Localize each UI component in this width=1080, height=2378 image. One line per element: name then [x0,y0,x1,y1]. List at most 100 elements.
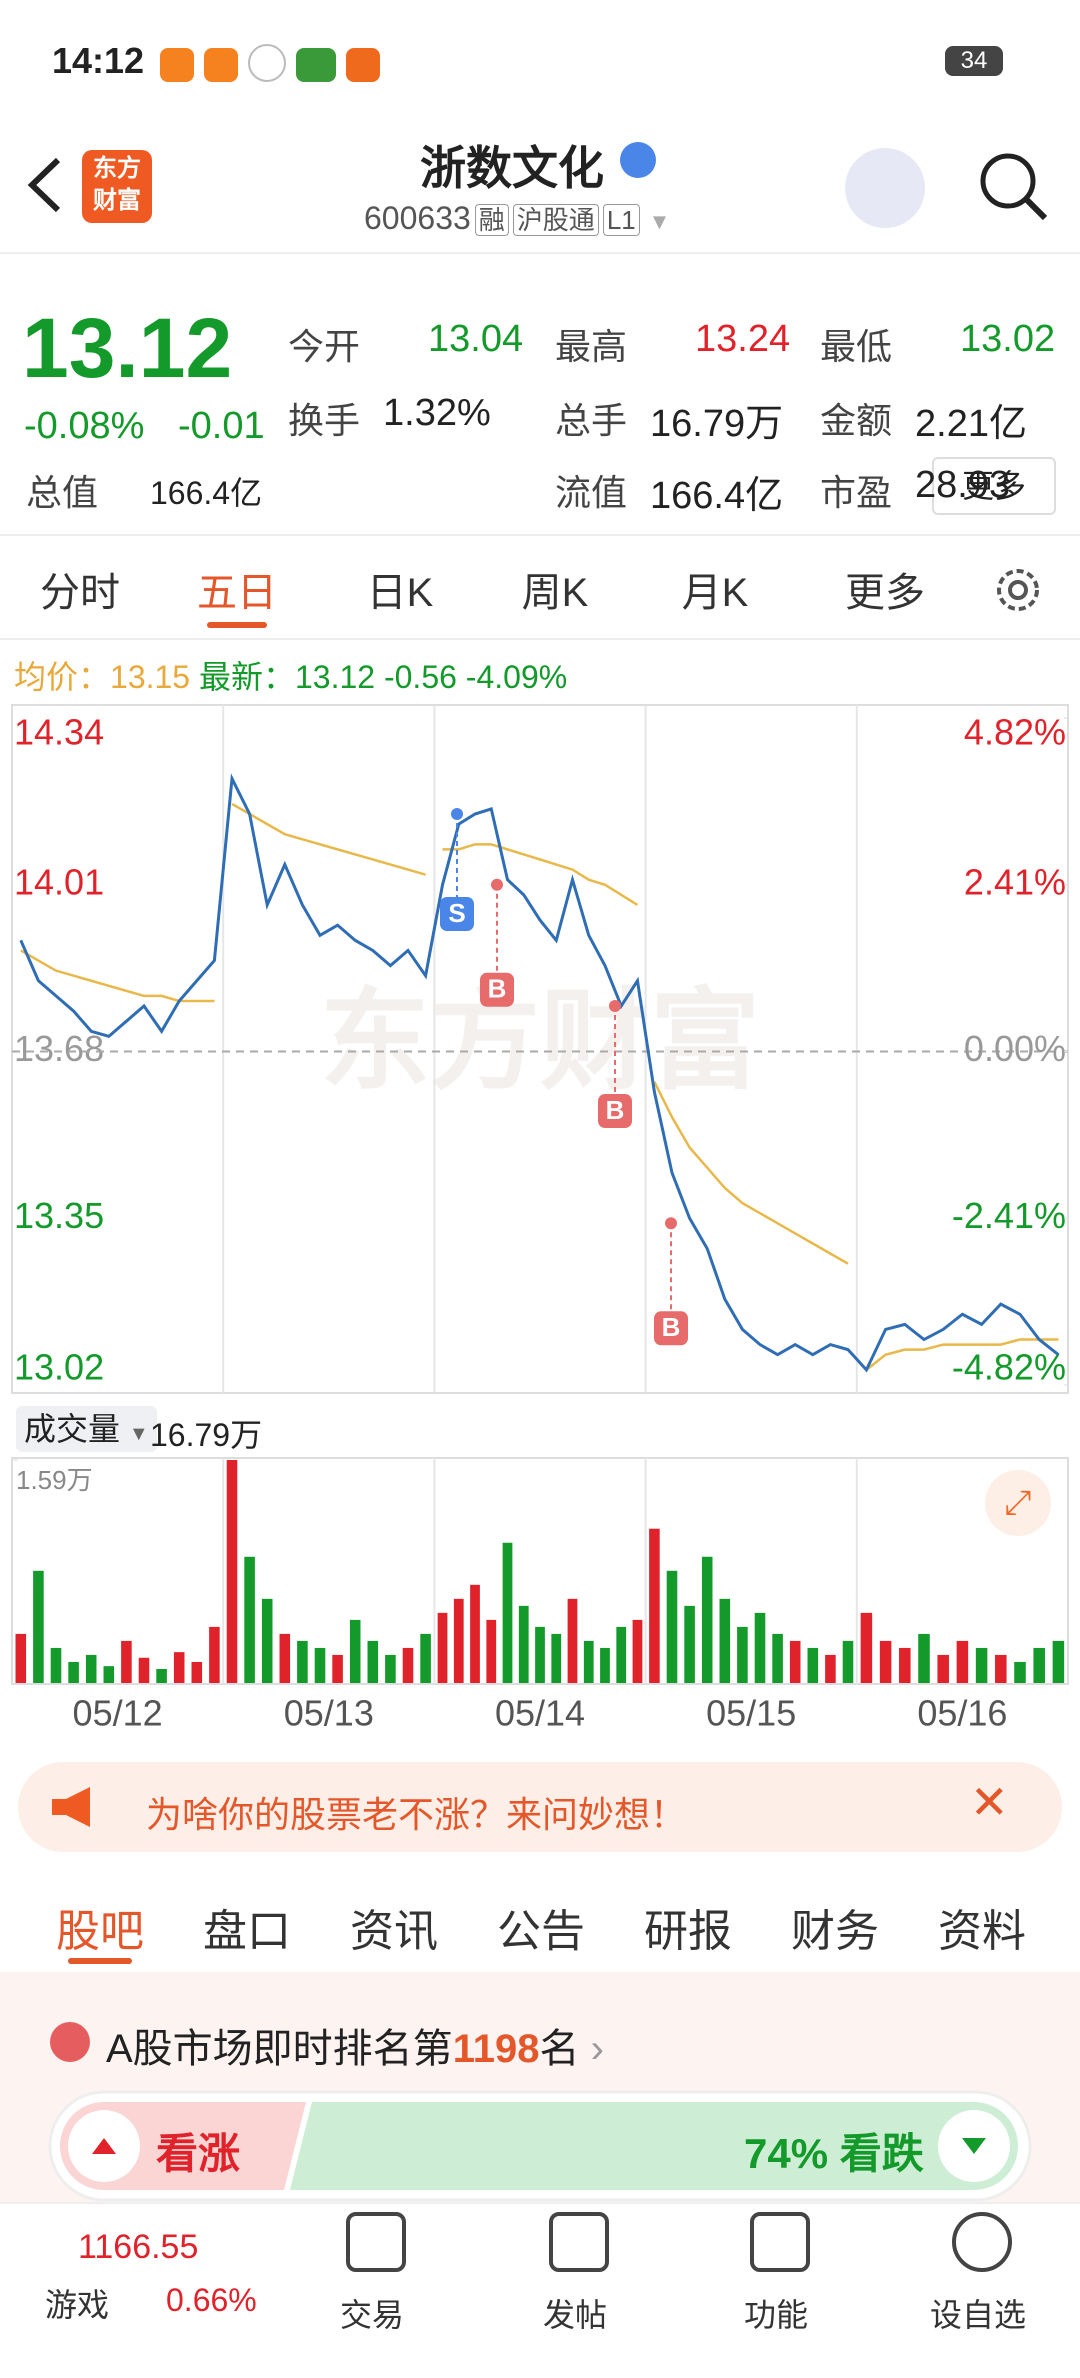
field-label: 今开 [288,326,361,367]
back-button[interactable] [20,150,70,220]
banner-text[interactable]: 为啥你的股票老不涨？来问妙想！ [146,1794,687,1835]
volume-bar [332,1654,343,1683]
nav-item[interactable]: 游戏 [45,2287,110,2323]
field-value: 13.02 [960,318,1056,360]
vote-down[interactable]: 74% 看跌 [744,2130,924,2177]
volume-bar [995,1654,1007,1683]
chart-tab[interactable]: 五日 [197,571,277,615]
five-day-chart: 东方财富 14.34 14.01 13.68 13.35 13.02 4.82% 2.41%… [11,704,1069,1734]
field-label: 市盈 [820,472,893,513]
nav-item[interactable]: 交易 [339,2297,404,2333]
enterprise-badge [620,142,656,178]
y2-tick-label: -2.41% [952,1195,1066,1236]
volume-bar [502,1542,513,1683]
y2-tick-label: 2.41% [964,861,1066,902]
content-tab[interactable]: 资料 [938,1907,1026,1956]
nav-item[interactable]: 发帖 [542,2297,607,2333]
x-tick-label: 05/16 [917,1693,1007,1734]
content-tab[interactable]: 股吧 [56,1907,144,1956]
trade-label: S [448,898,465,928]
watermark: 东方财富 [320,980,760,1103]
divider [0,534,1080,536]
trade-point [491,878,503,891]
x-tick-label: 05/14 [495,1693,585,1734]
volume-bar [860,1612,873,1683]
field-value: 28.93 [915,464,1011,506]
content-tab[interactable]: 盘口 [203,1907,291,1956]
volume-bar [420,1633,431,1683]
trade-label: B [606,1095,625,1125]
stock-code-row: 600633 融沪股通 L1 ▼ [364,200,671,236]
x-tick-label: 05/15 [706,1693,796,1734]
close-banner[interactable]: ✕ [970,1776,1009,1828]
volume-bar [666,1570,678,1683]
field-value: 166.4亿 [650,475,784,517]
volume-bar [33,1570,44,1683]
volume-tick-label: 1.59万 [16,1465,93,1495]
volume-selector[interactable]: 成交量 ▼ [16,1406,157,1452]
rank-prefix: A股市场即时排名第 [106,2027,453,2071]
volume-bar [754,1612,766,1683]
field-value: 13.04 [428,318,524,360]
content-tab[interactable]: 财务 [791,1907,879,1956]
chart-tab[interactable]: 日K [366,571,434,615]
volume-total: 16.79万 [150,1417,263,1453]
search-button[interactable] [975,148,1050,223]
y2-tick-label: 4.82% [964,712,1066,753]
clock: 14:12 [52,40,145,81]
battery: 34 [945,46,1003,76]
volume-bar [701,1556,713,1683]
chart-tab[interactable]: 月K [681,571,749,615]
ranking[interactable]: A股市场即时排名第1198名 › [106,2027,604,2071]
trade-point [609,1000,621,1013]
volume-bar [156,1668,167,1683]
stock-name: 浙数文化 [420,142,604,194]
volume-bar [367,1640,379,1683]
y-tick-label: 13.35 [14,1195,104,1236]
assistant-avatar[interactable] [845,148,925,228]
change-pct: -0.08% [24,405,145,447]
volume-bar [1014,1661,1026,1683]
volume-bar [437,1612,448,1683]
volume-bar [173,1652,185,1683]
volume-bar [807,1647,819,1683]
chart-tab[interactable]: 更多 [845,571,925,615]
field-label: 换手 [288,400,361,441]
volume-bar [937,1654,949,1683]
volume-bar [551,1633,562,1683]
nav-icon [750,2212,810,2272]
nav-item[interactable]: 设自选 [929,2297,1026,2333]
x-tick-label: 05/13 [284,1693,374,1734]
index-change[interactable]: 0.66% [166,2282,257,2318]
y-tick-label: 13.02 [14,1347,104,1388]
content-tab[interactable]: 研报 [644,1907,732,1956]
chart-tab[interactable]: 周K [521,571,589,615]
volume-title: 成交量 [24,1411,121,1447]
nav-item[interactable]: 功能 [743,2297,808,2333]
vote-up[interactable]: 看涨 [156,2130,241,2177]
ad-banner[interactable] [18,1762,1062,1852]
volume-bar [470,1584,480,1683]
volume-bar [719,1598,731,1683]
volume-bar [956,1640,969,1683]
content-tab[interactable]: 公告 [497,1907,585,1956]
volume-bar [402,1647,414,1683]
index-value[interactable]: 1166.55 [78,2228,199,2266]
app-logo[interactable]: 东方 财富 [82,150,152,223]
volume-bar [138,1657,150,1683]
volume-bar [737,1626,748,1683]
expand-button[interactable]: ⤢ [985,1470,1051,1536]
volume-bar [567,1598,578,1683]
content-tab[interactable]: 资讯 [350,1907,438,1956]
chart-tab[interactable]: 分时 [40,571,120,615]
average-line [231,802,426,876]
settings-button[interactable] [990,562,1046,618]
volume-bar [121,1640,132,1683]
more-button[interactable]: 更多 [932,457,1056,515]
active-tab-indicator [207,622,267,628]
volume-bar [600,1647,610,1683]
field-value: 1.32% [383,392,491,434]
active-tab-indicator [68,1958,132,1964]
volume-bar [616,1626,627,1683]
